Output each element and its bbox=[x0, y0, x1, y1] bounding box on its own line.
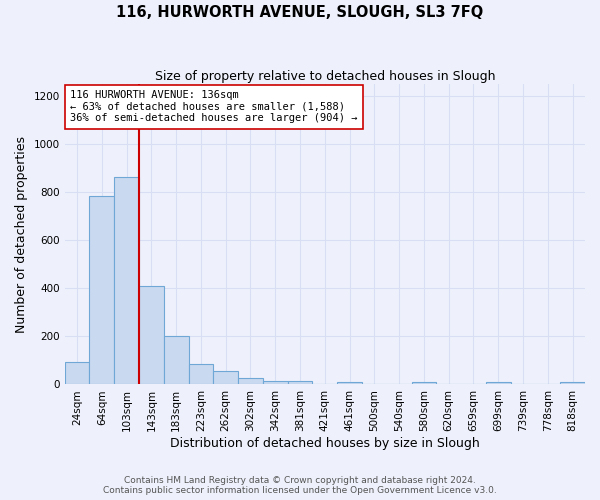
Bar bbox=[139, 286, 164, 384]
Title: Size of property relative to detached houses in Slough: Size of property relative to detached ho… bbox=[155, 70, 495, 83]
Bar bbox=[164, 336, 188, 384]
Bar bbox=[412, 382, 436, 384]
Bar bbox=[337, 382, 362, 384]
Text: 116, HURWORTH AVENUE, SLOUGH, SL3 7FQ: 116, HURWORTH AVENUE, SLOUGH, SL3 7FQ bbox=[116, 5, 484, 20]
Bar bbox=[486, 382, 511, 384]
Text: 116 HURWORTH AVENUE: 136sqm
← 63% of detached houses are smaller (1,588)
36% of : 116 HURWORTH AVENUE: 136sqm ← 63% of det… bbox=[70, 90, 358, 124]
Text: Contains HM Land Registry data © Crown copyright and database right 2024.
Contai: Contains HM Land Registry data © Crown c… bbox=[103, 476, 497, 495]
Bar bbox=[188, 364, 214, 384]
Bar bbox=[114, 176, 139, 384]
Bar bbox=[238, 378, 263, 384]
Bar bbox=[560, 382, 585, 384]
Bar bbox=[263, 381, 287, 384]
X-axis label: Distribution of detached houses by size in Slough: Distribution of detached houses by size … bbox=[170, 437, 480, 450]
Bar bbox=[65, 362, 89, 384]
Bar bbox=[214, 371, 238, 384]
Y-axis label: Number of detached properties: Number of detached properties bbox=[15, 136, 28, 333]
Bar bbox=[287, 381, 313, 384]
Bar bbox=[89, 196, 114, 384]
